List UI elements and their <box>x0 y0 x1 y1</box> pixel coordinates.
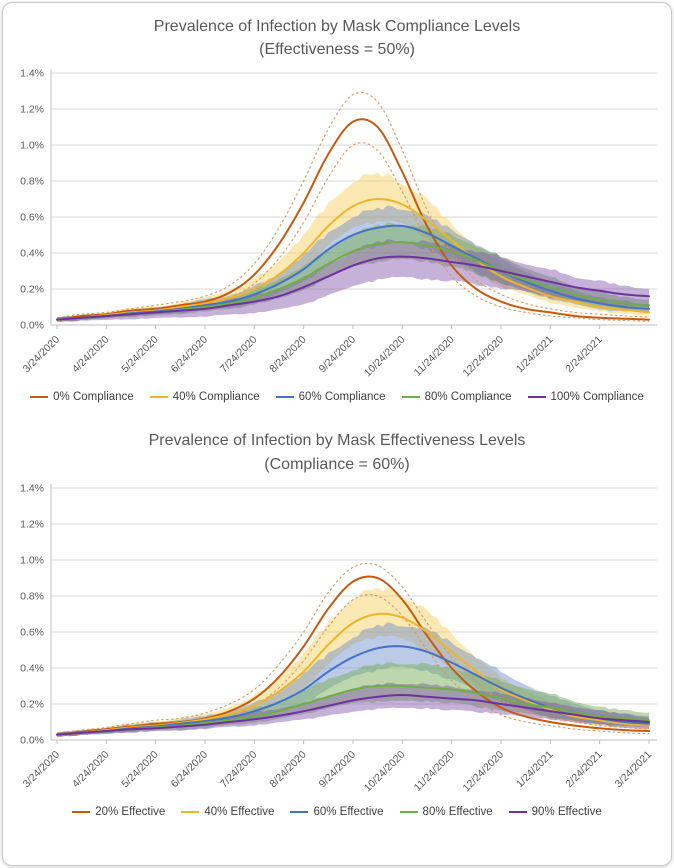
legend-item: 40% Effective <box>181 806 274 818</box>
series-line <box>56 693 650 736</box>
x-axis-tick-label: 1/24/2021 <box>514 334 556 376</box>
chart-title-text: Prevalence of Infection by Mask Complian… <box>153 18 521 35</box>
legend-label: 40% Compliance <box>172 391 260 404</box>
dotted-bound-line <box>56 142 650 323</box>
x-axis-tick-label: 9/24/2020 <box>317 334 359 376</box>
x-axis-tick-label: 2/24/2021 <box>563 334 605 376</box>
dotted-bound-line <box>56 593 650 737</box>
x-axis-tick-label: 7/24/2020 <box>218 334 260 376</box>
x-axis-tick-label: 8/24/2020 <box>267 334 309 376</box>
y-axis-tick-label: 0.8% <box>20 176 44 188</box>
dotted-bound-line <box>56 562 650 734</box>
legend-label: 100% Compliance <box>550 391 644 404</box>
legend-item: 80% Compliance <box>401 391 512 404</box>
chart-title: Prevalence of Infection by Mask Effectiv… <box>13 429 661 475</box>
y-axis-tick-label: 0.4% <box>20 248 44 260</box>
legend-line-marker <box>181 810 200 813</box>
legend-line-marker <box>508 810 527 813</box>
x-axis-tick-label: 12/24/2020 <box>460 334 506 380</box>
legend-item: 80% Effective <box>399 805 493 818</box>
x-axis-tick-label: 7/24/2020 <box>218 748 260 790</box>
x-axis-tick-label: 10/24/2020 <box>362 748 408 794</box>
x-axis-tick-label: 9/24/2020 <box>317 748 359 790</box>
x-axis-tick-label: 4/24/2020 <box>70 334 112 376</box>
y-axis-tick-label: 1.0% <box>20 554 44 566</box>
chart-title: Prevalence of Infection by Mask Complian… <box>13 15 661 61</box>
x-axis-tick-label: 5/24/2020 <box>119 748 161 790</box>
legend-label: 0% Compliance <box>53 391 134 404</box>
chart-subtitle-text: (Compliance = 60%) <box>264 455 410 473</box>
uncertainty-band <box>57 205 649 323</box>
compliance-chart-plot: 0.0% 0.2% 0.4% 0.6% 0.8% 1.0% 1.2% 1.4% 3/24/202… <box>20 68 657 380</box>
legend-label: 80% Effective <box>422 805 493 818</box>
legend-label: 40% Effective <box>204 805 275 818</box>
y-axis-tick-label: 0.0% <box>20 320 44 332</box>
y-axis-tick-label: 1.4% <box>20 68 44 80</box>
y-axis-tick-label: 0.4% <box>20 662 44 674</box>
x-axis-tick-label: 12/24/2020 <box>460 748 506 794</box>
series-line <box>56 255 650 321</box>
legend-item: 20% Effective <box>72 806 165 818</box>
legend-line-marker <box>72 810 91 813</box>
uncertainty-band <box>57 239 649 323</box>
legend-item: 100% Compliance <box>527 391 644 404</box>
x-axis-tick-label: 1/24/2021 <box>514 748 556 790</box>
legend-line-marker <box>399 810 418 813</box>
legend-line-marker <box>30 396 49 399</box>
y-axis-tick-label: 0.2% <box>20 698 44 710</box>
legend-item: 60% Effective <box>290 805 384 818</box>
effectiveness-chart-legend: 20% Effective 40% Effective 60% Effective 8… <box>3 806 671 818</box>
x-axis-tick-label: 3/24/2020 <box>21 334 63 376</box>
legend-label: 90% Effective <box>531 805 602 818</box>
uncertainty-band <box>57 172 649 323</box>
x-axis-tick-label: 6/24/2020 <box>169 334 211 376</box>
chart-subtitle-text: (Effectiveness = 50%) <box>259 41 415 59</box>
uncertainty-band <box>57 222 649 323</box>
chart-title-text: Prevalence of Infection by Mask Effectiv… <box>148 432 526 450</box>
y-axis-tick-label: 0.8% <box>20 590 44 602</box>
x-axis-tick-label: 4/24/2020 <box>70 748 112 790</box>
x-axis-tick-label: 11/24/2020 <box>412 334 457 379</box>
uncertainty-band <box>57 621 649 737</box>
y-axis-tick-label: 0.0% <box>20 734 44 746</box>
legend-label: 20% Effective <box>95 805 166 818</box>
legend-line-marker <box>275 396 294 399</box>
chart-mask-effectiveness: Prevalence of Infection by Mask Effectiv… <box>3 429 671 818</box>
legend-item: 90% Effective <box>508 805 602 818</box>
legend-item: 60% Compliance <box>275 391 386 404</box>
x-axis-tick-label: 5/24/2020 <box>119 334 161 376</box>
y-axis-tick-label: 1.0% <box>20 140 44 152</box>
series-line <box>56 575 650 736</box>
legend-line-marker <box>401 396 420 399</box>
x-axis-tick-label: 11/24/2020 <box>412 748 457 793</box>
y-axis-tick-label: 0.2% <box>20 284 44 296</box>
series-line <box>56 118 650 321</box>
y-axis-tick-label: 1.2% <box>20 104 44 116</box>
y-axis-tick-label: 0.6% <box>20 212 44 224</box>
x-axis-tick-label: 6/24/2020 <box>169 748 211 790</box>
x-axis-tick-label: 10/24/2020 <box>362 334 408 380</box>
legend-item: 0% Compliance <box>30 391 134 403</box>
x-axis-tick-label: 3/24/2021 <box>613 748 655 790</box>
legend-label: 80% Compliance <box>424 391 512 404</box>
x-axis-tick-label: 2/24/2021 <box>563 748 605 790</box>
effectiveness-chart-plot: 0.0% 0.2% 0.4% 0.6% 0.8% 1.0% 1.2% 1.4% 3/24/202… <box>20 482 657 794</box>
y-axis-tick-label: 1.4% <box>20 482 44 494</box>
legend-label: 60% Compliance <box>298 391 386 404</box>
dotted-bound-line <box>56 92 650 319</box>
legend-line-marker <box>527 396 546 399</box>
y-axis-tick-label: 1.2% <box>20 518 44 530</box>
legend-line-marker <box>149 396 168 399</box>
compliance-chart-legend: 0% Compliance 40% Compliance 60% Complianc… <box>3 391 671 403</box>
x-axis-tick-label: 8/24/2020 <box>267 748 309 790</box>
uncertainty-band <box>57 661 649 737</box>
y-axis-tick-label: 0.6% <box>20 626 44 638</box>
legend-item: 40% Compliance <box>149 391 260 404</box>
legend-line-marker <box>290 810 309 813</box>
x-axis-tick-label: 3/24/2020 <box>21 748 63 790</box>
chart-mask-compliance: Prevalence of Infection by Mask Complian… <box>3 15 671 403</box>
legend-label: 60% Effective <box>313 805 384 818</box>
